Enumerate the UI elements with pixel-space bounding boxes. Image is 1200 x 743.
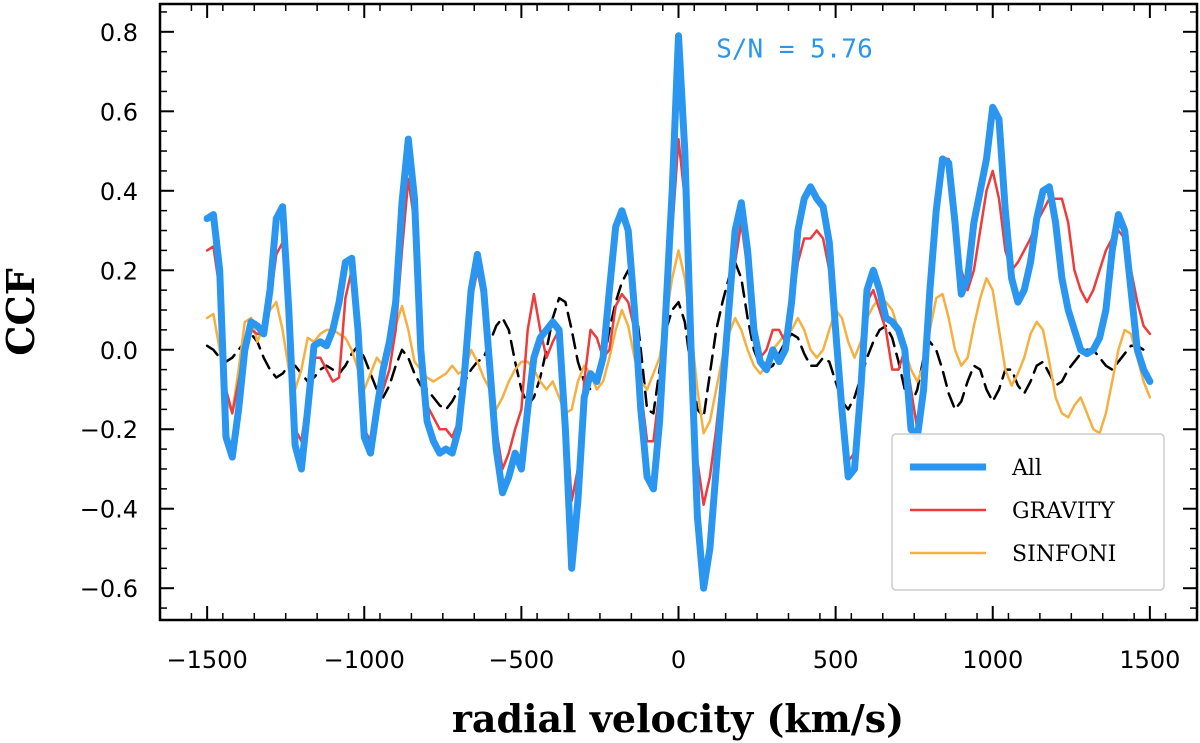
y-tick-label: 0.6	[100, 98, 138, 126]
legend-label-sinfoni: SINFONI	[1012, 542, 1116, 567]
legend-box	[891, 433, 1165, 591]
y-axis-title: CCF	[0, 268, 43, 355]
x-tick-label: 1500	[1119, 646, 1180, 674]
legend: All GRAVITY SINFONI	[891, 433, 1165, 591]
snr-annotation: S/N = 5.76	[716, 35, 873, 65]
series-line-all	[203, 32, 1154, 592]
y-tick-label: −0.6	[80, 575, 138, 603]
y-tick-label: 0.2	[100, 257, 138, 285]
x-tick-label: −500	[488, 646, 554, 674]
x-tick-label: 0	[671, 646, 686, 674]
y-tick-label: 0.4	[100, 178, 138, 206]
y-tick-label: −0.2	[80, 416, 138, 444]
x-axis-title: radial velocity (km/s)	[452, 696, 904, 741]
plot-frame	[158, 2, 1199, 622]
series-group	[203, 32, 1154, 592]
x-tick-label: −1500	[167, 646, 248, 674]
x-tick-label: 1000	[962, 646, 1023, 674]
legend-label-all: All	[1011, 456, 1042, 481]
series-line-null-dashed	[205, 261, 1152, 419]
tick-labels-group: −1500 −1000 −500 0 500 1000 1500 −0.6 −0.4 −0.2 0.…	[80, 19, 1181, 674]
y-tick-label: 0.8	[100, 19, 138, 47]
legend-label-gravity: GRAVITY	[1012, 499, 1115, 524]
y-tick-label: −0.4	[80, 496, 138, 524]
x-tick-label: 500	[813, 646, 859, 674]
y-tick-label: 0.0	[100, 337, 138, 365]
x-tick-label: −1000	[324, 646, 405, 674]
